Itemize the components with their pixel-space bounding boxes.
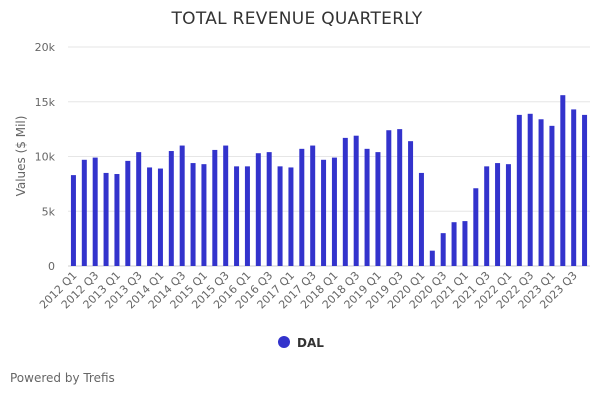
- bar[interactable]: [505, 164, 511, 266]
- y-axis-ticks: 0 5k 10k 15k 20k: [35, 41, 56, 273]
- y-axis-label: Values ($ Mil): [14, 116, 28, 197]
- bar[interactable]: [462, 221, 468, 266]
- legend-label[interactable]: DAL: [297, 336, 324, 350]
- y-tick-label: 20k: [35, 41, 56, 54]
- bar[interactable]: [582, 114, 588, 266]
- powered-by-credit[interactable]: Powered by Trefis: [10, 371, 115, 385]
- bar[interactable]: [125, 160, 131, 266]
- bar[interactable]: [571, 109, 577, 266]
- bar[interactable]: [266, 152, 272, 266]
- bar[interactable]: [168, 151, 174, 266]
- bar[interactable]: [92, 157, 98, 266]
- bar[interactable]: [70, 175, 76, 266]
- bar[interactable]: [299, 148, 305, 266]
- bar[interactable]: [473, 188, 479, 266]
- bars: [70, 95, 588, 267]
- bar[interactable]: [484, 166, 490, 266]
- bar[interactable]: [386, 130, 392, 266]
- bar[interactable]: [212, 149, 218, 266]
- y-tick-label: 10k: [35, 151, 56, 164]
- grid-lines: [68, 46, 590, 267]
- bar[interactable]: [179, 145, 185, 266]
- bar[interactable]: [190, 163, 196, 266]
- bar[interactable]: [527, 113, 533, 266]
- bar[interactable]: [103, 172, 109, 266]
- bar[interactable]: [157, 168, 163, 266]
- bar[interactable]: [81, 159, 87, 266]
- bar[interactable]: [375, 152, 381, 266]
- bar[interactable]: [429, 250, 435, 266]
- bar[interactable]: [136, 152, 142, 266]
- y-tick-label: 15k: [35, 96, 56, 109]
- bar[interactable]: [201, 164, 207, 266]
- bar[interactable]: [495, 163, 501, 266]
- bar[interactable]: [364, 148, 370, 266]
- bar[interactable]: [234, 166, 240, 266]
- bar[interactable]: [440, 233, 446, 266]
- chart-title: TOTAL REVENUE QUARTERLY: [170, 9, 422, 29]
- bar[interactable]: [288, 167, 294, 266]
- bar[interactable]: [255, 153, 261, 266]
- bar[interactable]: [331, 157, 337, 266]
- bar[interactable]: [244, 166, 250, 266]
- y-tick-label: 5k: [42, 205, 56, 218]
- bar[interactable]: [310, 145, 316, 266]
- bar[interactable]: [560, 95, 566, 267]
- bar[interactable]: [223, 145, 229, 266]
- legend-swatch[interactable]: [278, 336, 290, 348]
- bar[interactable]: [114, 174, 120, 266]
- bar[interactable]: [397, 129, 403, 266]
- y-tick-label: 0: [48, 260, 55, 273]
- bar[interactable]: [321, 159, 327, 266]
- bar[interactable]: [277, 166, 283, 266]
- bar[interactable]: [538, 119, 544, 267]
- bar[interactable]: [516, 114, 522, 266]
- bar[interactable]: [408, 141, 414, 266]
- legend[interactable]: DAL: [278, 336, 324, 350]
- bar[interactable]: [418, 172, 424, 266]
- bar[interactable]: [147, 167, 153, 266]
- bar[interactable]: [451, 222, 457, 266]
- bar[interactable]: [353, 135, 359, 266]
- bar[interactable]: [549, 125, 555, 266]
- bar[interactable]: [342, 137, 348, 266]
